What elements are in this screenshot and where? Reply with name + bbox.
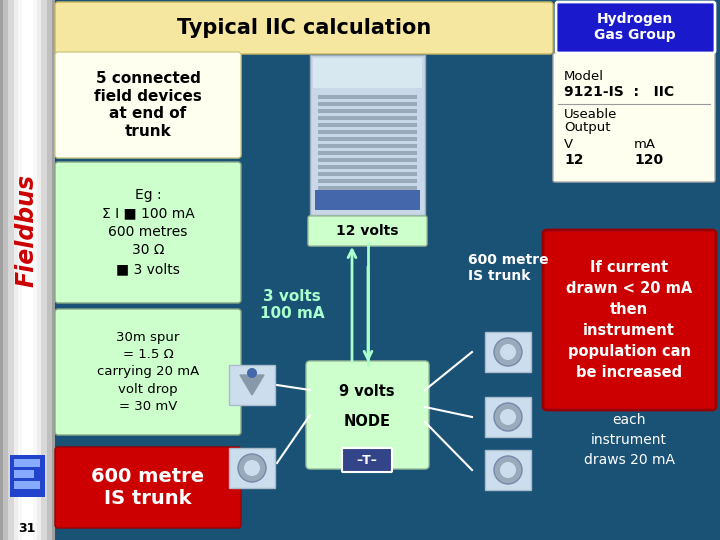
Circle shape (494, 456, 522, 484)
Text: 9 volts: 9 volts (339, 384, 395, 400)
Bar (313, 58, 422, 88)
FancyBboxPatch shape (306, 361, 429, 469)
Bar (0, 0, 55, 540)
FancyBboxPatch shape (55, 162, 241, 303)
Circle shape (238, 454, 266, 482)
Circle shape (244, 460, 260, 476)
FancyBboxPatch shape (342, 448, 392, 472)
Bar (318, 144, 417, 148)
Bar (18, 0, 37, 540)
Bar (318, 172, 417, 176)
Text: 120: 120 (634, 153, 663, 167)
FancyBboxPatch shape (229, 448, 275, 488)
FancyBboxPatch shape (556, 2, 715, 53)
Text: Eg :
Σ I ■ 100 mA
600 metres
30 Ω
■ 3 volts: Eg : Σ I ■ 100 mA 600 metres 30 Ω ■ 3 vo… (102, 188, 194, 276)
Text: 3 volts
100 mA: 3 volts 100 mA (260, 289, 324, 321)
FancyBboxPatch shape (308, 216, 427, 246)
Text: V: V (564, 138, 573, 151)
Bar (310, 55, 425, 215)
Polygon shape (240, 375, 264, 395)
Circle shape (247, 368, 257, 378)
Bar (318, 102, 417, 106)
Text: Hydrogen
Gas Group: Hydrogen Gas Group (594, 12, 676, 42)
FancyBboxPatch shape (55, 447, 241, 528)
Bar (318, 109, 417, 113)
Text: Model: Model (564, 70, 604, 83)
Bar (3, 0, 52, 540)
Text: 12 volts: 12 volts (336, 224, 398, 238)
Text: 9121-IS  :   IIC: 9121-IS : IIC (564, 85, 674, 99)
Text: Fieldbus: Fieldbus (15, 173, 39, 287)
Bar (318, 165, 417, 169)
Bar (22, 0, 33, 540)
FancyBboxPatch shape (55, 2, 553, 54)
FancyBboxPatch shape (485, 332, 531, 372)
FancyBboxPatch shape (55, 309, 241, 435)
Circle shape (500, 462, 516, 478)
Bar (318, 95, 417, 99)
Bar (318, 186, 417, 190)
Text: mA: mA (634, 138, 656, 151)
Bar (318, 116, 417, 120)
Circle shape (500, 344, 516, 360)
Text: 600 metre
IS trunk: 600 metre IS trunk (91, 467, 204, 508)
Circle shape (494, 403, 522, 431)
Bar (318, 158, 417, 162)
Bar (318, 137, 417, 141)
Text: Typical IIC calculation: Typical IIC calculation (177, 18, 431, 38)
Bar (14, 459, 40, 467)
Text: NODE: NODE (343, 415, 390, 429)
Bar (8, 0, 47, 540)
FancyBboxPatch shape (229, 365, 275, 405)
Bar (315, 190, 420, 210)
Bar (14, 481, 40, 489)
Bar (14, 0, 41, 540)
Text: 600 metre
IS trunk: 600 metre IS trunk (468, 253, 549, 283)
Circle shape (500, 409, 516, 425)
Text: 31: 31 (18, 522, 36, 535)
FancyBboxPatch shape (55, 52, 241, 158)
Text: Output: Output (564, 121, 611, 134)
Bar (10, 455, 45, 497)
Text: If current
drawn < 20 mA
then
instrument
population can
be increased: If current drawn < 20 mA then instrument… (566, 260, 692, 380)
Text: Useable: Useable (564, 108, 617, 121)
FancyBboxPatch shape (543, 230, 716, 410)
Bar (318, 123, 417, 127)
Text: –T–: –T– (356, 454, 377, 467)
FancyBboxPatch shape (485, 450, 531, 490)
Text: 5 connected
field devices
at end of
trunk: 5 connected field devices at end of trun… (94, 71, 202, 139)
Text: 12: 12 (564, 153, 583, 167)
FancyBboxPatch shape (553, 53, 715, 182)
Circle shape (494, 338, 522, 366)
Bar (318, 179, 417, 183)
Bar (318, 130, 417, 134)
Text: each
instrument
draws 20 mA: each instrument draws 20 mA (583, 414, 675, 467)
Bar (14, 470, 34, 478)
Text: 30m spur
= 1.5 Ω
carrying 20 mA
volt drop
= 30 mV: 30m spur = 1.5 Ω carrying 20 mA volt dro… (97, 332, 199, 413)
FancyBboxPatch shape (485, 397, 531, 437)
Bar (318, 151, 417, 155)
